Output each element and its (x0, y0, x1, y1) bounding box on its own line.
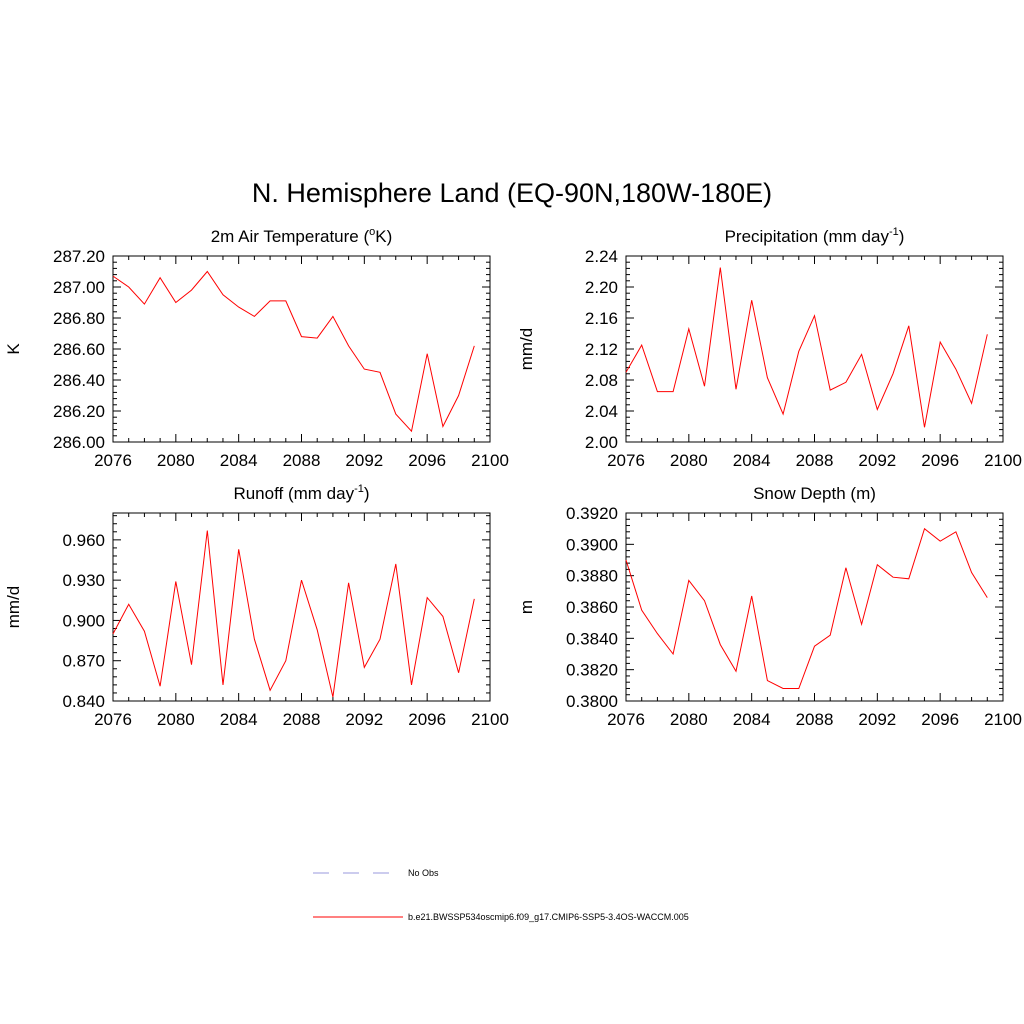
y-tick-label: 0.3800 (566, 692, 618, 711)
y-tick-label: 2.24 (585, 247, 618, 266)
x-tick-label: 2088 (283, 710, 321, 729)
x-tick-label: 2092 (858, 451, 896, 470)
panel-title-sup: -1 (354, 483, 364, 495)
panel-title-end: ) (364, 484, 370, 503)
x-tick-label: 2092 (345, 710, 383, 729)
y-tick-label: 286.20 (53, 402, 105, 421)
y-tick-label: 0.3840 (566, 629, 618, 648)
panel-temperature: 2m Air Temperature (oK) 2076 2080 2084 2088 2… (4, 226, 509, 470)
panel-precipitation: Precipitation (mm day-1) 2076 2080 2084 2088… (517, 226, 1022, 470)
series-line-snow-depth (625, 527, 988, 689)
y-tick-label: 0.3880 (566, 567, 618, 586)
x-tick-label: 2096 (921, 710, 959, 729)
y-axis-label: mm/d (4, 586, 23, 629)
panel-title-temperature: 2m Air Temperature (oK) (211, 226, 393, 246)
x-tick-label: 2084 (220, 451, 258, 470)
x-tick-label: 2096 (921, 451, 959, 470)
y-tick-label: 2.20 (585, 278, 618, 297)
y-tick-label: 2.12 (585, 340, 618, 359)
y-tick-label: 0.930 (62, 571, 105, 590)
y-tick-label: 286.00 (53, 433, 105, 452)
x-tick-label: 2084 (733, 710, 771, 729)
x-tick-label: 2080 (670, 710, 708, 729)
panel-title-main: Precipitation (mm day (725, 227, 890, 246)
y-tick-label: 286.60 (53, 340, 105, 359)
panel-runoff: Runoff (mm day-1) 2076 2080 2084 2088 2092 209… (4, 483, 509, 729)
x-tick-label: 2100 (471, 451, 509, 470)
panel-title-end: K) (375, 227, 392, 246)
x-tick-label: 2084 (220, 710, 258, 729)
figure-title: N. Hemisphere Land (EQ-90N,180W-180E) (252, 178, 772, 208)
x-tick-label: 2100 (984, 451, 1022, 470)
y-tick-label: 0.3900 (566, 535, 618, 554)
series-line-runoff (112, 530, 475, 698)
y-tick-label: 2.00 (585, 433, 618, 452)
y-tick-label: 0.870 (62, 652, 105, 671)
legend-model-label: b.e21.BWSSP534oscmip6.f09_g17.CMIP6-SSP5… (408, 912, 689, 922)
plot-frame (112, 255, 491, 443)
x-tick-label: 2088 (796, 451, 834, 470)
x-tick-label: 2076 (607, 710, 645, 729)
x-tick-label: 2088 (796, 710, 834, 729)
x-tick-label: 2096 (408, 710, 446, 729)
y-tick-label: 287.00 (53, 278, 105, 297)
x-tick-label: 2100 (984, 710, 1022, 729)
y-tick-label: 0.3920 (566, 504, 618, 523)
series-line-precipitation (625, 267, 988, 428)
x-tick-label: 2080 (157, 451, 195, 470)
x-tick-label: 2084 (733, 451, 771, 470)
y-tick-label: 287.20 (53, 247, 105, 266)
y-tick-label: 0.900 (62, 611, 105, 630)
panel-title-precipitation: Precipitation (mm day-1) (725, 226, 905, 246)
panel-title-sup: o (369, 226, 375, 238)
legend: No Obs b.e21.BWSSP534oscmip6.f09_g17.CMI… (313, 868, 689, 922)
panel-title-snow-depth: Snow Depth (m) (753, 484, 876, 503)
x-tick-label: 2096 (408, 451, 446, 470)
panel-title-sup: -1 (889, 226, 899, 238)
x-tick-label: 2076 (94, 710, 132, 729)
panel-snow-depth: Snow Depth (m) 2076 2080 2084 2088 2092 2096 21… (517, 484, 1022, 729)
plot-frame (625, 255, 1004, 443)
y-tick-label: 0.3820 (566, 661, 618, 680)
panel-title-main: Snow Depth (m) (753, 484, 876, 503)
x-tick-label: 2092 (858, 710, 896, 729)
plot-frame (112, 512, 491, 702)
panels: 2m Air Temperature (oK)2076 2080 2084 2088 2… (4, 226, 1022, 729)
y-tick-label: 0.840 (62, 692, 105, 711)
legend-obs-label: No Obs (408, 868, 439, 878)
panel-title-end: ) (899, 227, 905, 246)
panel-title-main: Runoff (mm day (233, 484, 354, 503)
x-tick-label: 2080 (670, 451, 708, 470)
panel-title-main: 2m Air Temperature ( (211, 227, 370, 246)
x-tick-label: 2092 (345, 451, 383, 470)
x-tick-label: 2088 (283, 451, 321, 470)
y-axis-label: m (517, 600, 536, 614)
plot-frame (625, 512, 1004, 702)
y-tick-label: 2.04 (585, 402, 618, 421)
panel-title-runoff: Runoff (mm day-1) (233, 483, 369, 503)
y-axis-label: mm/d (517, 328, 536, 371)
x-tick-label: 2080 (157, 710, 195, 729)
x-tick-label: 2076 (94, 451, 132, 470)
y-tick-label: 0.3860 (566, 598, 618, 617)
y-tick-label: 2.16 (585, 309, 618, 328)
x-tick-label: 2076 (607, 451, 645, 470)
y-axis-label: K (4, 343, 23, 355)
x-tick-label: 2100 (471, 710, 509, 729)
y-tick-label: 2.08 (585, 371, 618, 390)
y-tick-label: 0.960 (62, 531, 105, 550)
series-line-temperature (112, 270, 475, 433)
y-tick-label: 286.80 (53, 309, 105, 328)
y-tick-label: 286.40 (53, 371, 105, 390)
